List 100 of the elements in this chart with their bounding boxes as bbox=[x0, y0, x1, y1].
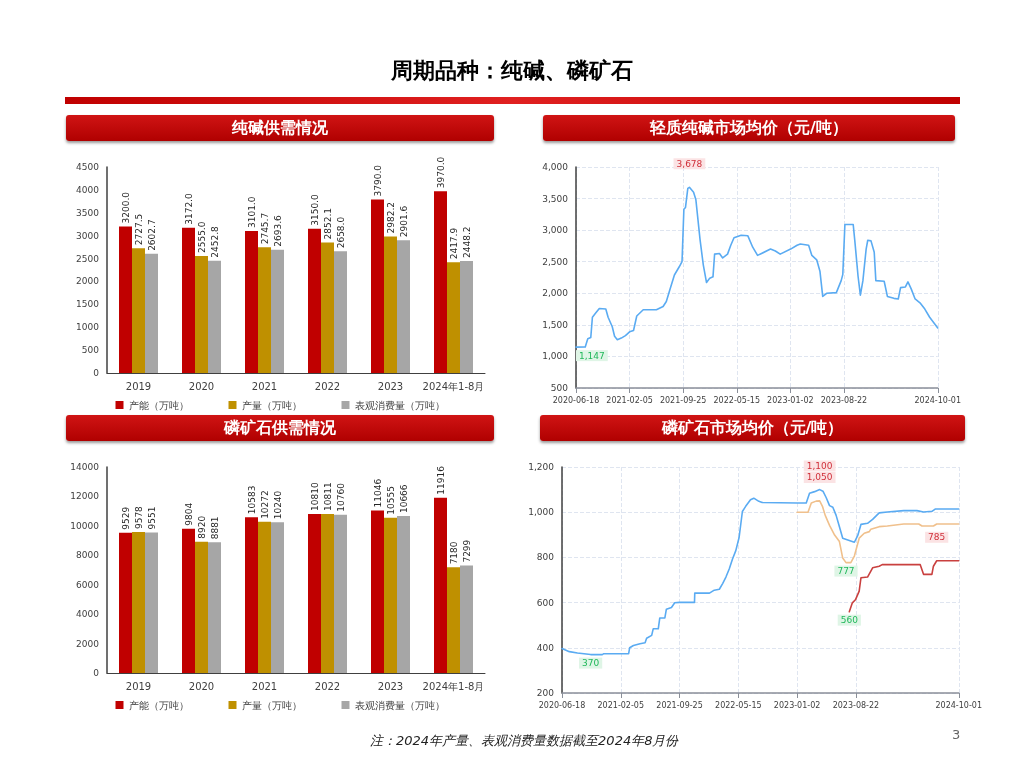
y-tick-label: 200 bbox=[536, 688, 555, 698]
bar bbox=[460, 565, 473, 673]
annotation: 1,100 bbox=[806, 461, 833, 472]
bar bbox=[447, 567, 460, 673]
data-label: 9578 bbox=[133, 505, 144, 530]
bar bbox=[245, 231, 258, 373]
line-series bbox=[796, 500, 960, 564]
x-tick-label: 2019 bbox=[125, 680, 152, 692]
y-tick-label: 4000 bbox=[76, 184, 100, 195]
bar bbox=[334, 514, 347, 673]
bar bbox=[132, 532, 145, 673]
y-tick-label: 0 bbox=[93, 668, 100, 678]
x-tick-label: 2021 bbox=[251, 680, 278, 692]
data-label: 3790.0 bbox=[372, 164, 383, 197]
line-series bbox=[575, 186, 939, 348]
data-label: 2417.9 bbox=[448, 227, 459, 260]
bar bbox=[258, 521, 271, 673]
data-label: 8920 bbox=[196, 515, 207, 539]
annotation: 1,050 bbox=[806, 472, 833, 483]
data-label: 8881 bbox=[209, 516, 220, 540]
x-tick-label: 2022 bbox=[314, 380, 341, 392]
x-tick-label: 2022 bbox=[314, 680, 341, 692]
y-tick-label: 1,200 bbox=[528, 462, 555, 472]
bar bbox=[258, 247, 271, 373]
data-label: 2448.2 bbox=[461, 226, 472, 258]
bar bbox=[195, 256, 208, 373]
annotation: 785 bbox=[928, 532, 946, 543]
x-tick-label: 2020 bbox=[188, 680, 215, 692]
y-tick-label: 4000 bbox=[76, 609, 100, 620]
y-tick-label: 1,000 bbox=[542, 351, 569, 362]
x-tick-label: 2020-06-18 bbox=[538, 700, 586, 710]
x-tick-label: 2019 bbox=[125, 380, 152, 392]
x-tick-label: 2021-02-05 bbox=[606, 395, 653, 405]
data-label: 10811 bbox=[322, 482, 333, 511]
x-tick-label: 2020-06-18 bbox=[552, 395, 600, 405]
data-label: 2745.7 bbox=[259, 212, 270, 245]
bar bbox=[195, 541, 208, 673]
bar bbox=[397, 240, 410, 373]
bar bbox=[208, 260, 221, 373]
chart-title: 磷矿石市场均价（元/吨） bbox=[540, 415, 965, 441]
annotation: 1,147 bbox=[579, 350, 605, 361]
x-tick-label: 2022-05-15 bbox=[715, 700, 762, 710]
bar bbox=[371, 199, 384, 373]
x-tick-label: 2023-08-22 bbox=[820, 395, 868, 405]
bar bbox=[321, 242, 334, 373]
y-tick-label: 1000 bbox=[76, 322, 100, 333]
y-tick-label: 4500 bbox=[76, 162, 100, 172]
text: 周期品种：纯碱、磷矿石 bbox=[390, 57, 634, 85]
bar bbox=[308, 228, 321, 373]
bar bbox=[271, 249, 284, 373]
bar bbox=[145, 532, 158, 673]
x-tick-label: 2024-10-01 bbox=[935, 700, 982, 710]
x-tick-label: 2024年1-8月 bbox=[422, 680, 485, 692]
annotation: 3,678 bbox=[676, 158, 703, 169]
data-label: 2852.1 bbox=[322, 207, 333, 240]
y-tick-label: 4,000 bbox=[542, 162, 569, 172]
bar bbox=[460, 260, 473, 373]
x-tick-label: 2024-10-01 bbox=[914, 395, 961, 405]
x-tick-label: 2023-08-22 bbox=[832, 700, 880, 710]
bar bbox=[384, 236, 397, 373]
bar bbox=[434, 497, 447, 673]
legend-label: 产能（万吨） bbox=[128, 699, 189, 711]
legend-label: 表观消费量（万吨） bbox=[354, 399, 445, 411]
bar bbox=[119, 532, 132, 673]
bar bbox=[245, 517, 258, 673]
y-tick-label: 1,000 bbox=[528, 507, 555, 518]
bar bbox=[182, 227, 195, 373]
y-tick-label: 2,000 bbox=[542, 288, 569, 299]
legend-label: 产能（万吨） bbox=[128, 399, 189, 411]
data-label: 9551 bbox=[146, 506, 157, 530]
x-tick-label: 2023 bbox=[377, 380, 404, 392]
data-label: 10555 bbox=[385, 486, 396, 515]
bar bbox=[334, 251, 347, 373]
y-tick-label: 1,500 bbox=[542, 319, 569, 330]
bar bbox=[447, 262, 460, 373]
y-tick-label: 2500 bbox=[76, 253, 100, 264]
y-tick-label: 500 bbox=[550, 383, 569, 393]
data-label: 7180 bbox=[448, 541, 459, 565]
data-label: 2901.6 bbox=[398, 205, 409, 238]
legend-label: 产量（万吨） bbox=[241, 399, 302, 411]
y-tick-label: 3,500 bbox=[542, 193, 569, 204]
data-label: 10760 bbox=[335, 482, 346, 512]
x-tick-label: 2023-01-02 bbox=[767, 395, 814, 405]
data-label: 9529 bbox=[120, 506, 131, 530]
data-label: 3172.0 bbox=[183, 193, 194, 225]
data-label: 2555.0 bbox=[196, 221, 207, 254]
data-label: 3200.0 bbox=[120, 191, 131, 224]
y-tick-label: 2,500 bbox=[542, 256, 569, 267]
x-tick-label: 2023 bbox=[377, 680, 404, 692]
data-label: 10810 bbox=[309, 482, 320, 511]
text: 3 bbox=[952, 727, 961, 742]
y-tick-label: 3,000 bbox=[542, 225, 569, 236]
bar bbox=[119, 226, 132, 373]
bar bbox=[132, 248, 145, 373]
data-label: 2693.6 bbox=[272, 214, 283, 247]
y-tick-label: 3500 bbox=[76, 207, 100, 218]
legend-label: 产量（万吨） bbox=[241, 699, 302, 711]
annotation: 370 bbox=[582, 658, 600, 669]
data-label: 3970.0 bbox=[435, 156, 446, 189]
chart-title: 纯碱供需情况 bbox=[66, 115, 494, 141]
